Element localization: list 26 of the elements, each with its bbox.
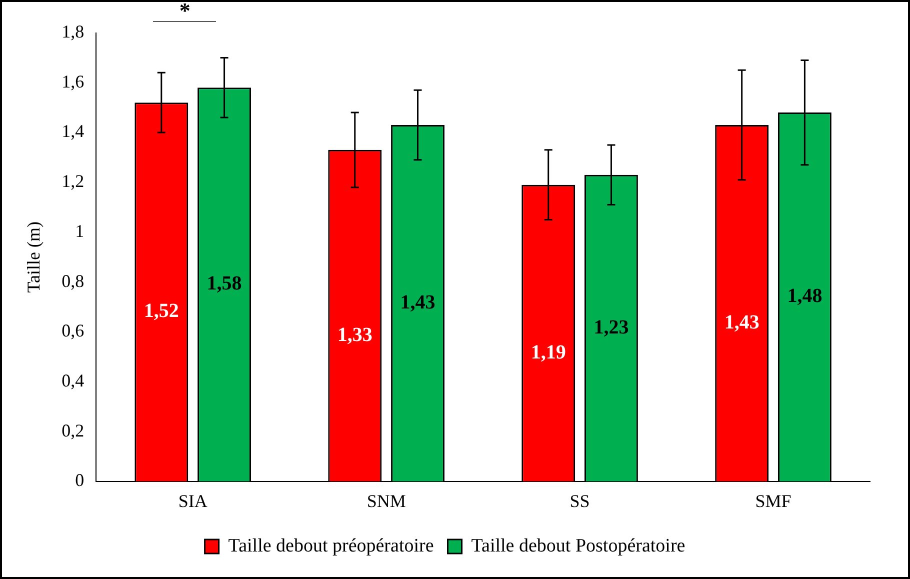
legend-label: Taille debout préopératoire [228,535,434,556]
legend-label: Taille debout Postopératoire [471,535,686,556]
x-tick-label: SIA [178,490,208,511]
data-label: 1,52 [144,300,179,322]
data-label: 1,19 [530,341,566,364]
data-label: 1,43 [400,291,436,314]
x-tick-label: SS [570,490,590,511]
y-tick-label: 0 [75,470,84,490]
y-tick-label: 0,6 [62,320,84,341]
y-tick-label: 1 [75,220,84,241]
data-label: 1,58 [206,272,242,295]
y-tick-label: 1,8 [62,22,84,42]
data-label: 1,48 [787,285,822,308]
data-label: 1,33 [337,324,372,346]
y-tick-label: 1,6 [62,71,84,92]
data-label: 1,43 [724,311,760,334]
text: * [178,0,192,23]
y-axis-title: Taille (m) [24,221,44,293]
y-tick-label: 1,4 [62,121,84,142]
data-label: 1,23 [594,316,629,338]
x-tick-label: SMF [755,490,792,511]
y-tick-label: 0,2 [62,420,84,440]
y-tick-label: 1,2 [62,171,84,192]
y-tick-label: 0,8 [62,270,84,291]
y-tick-label: 0,4 [62,370,84,390]
x-tick-label: SNM [366,490,406,511]
